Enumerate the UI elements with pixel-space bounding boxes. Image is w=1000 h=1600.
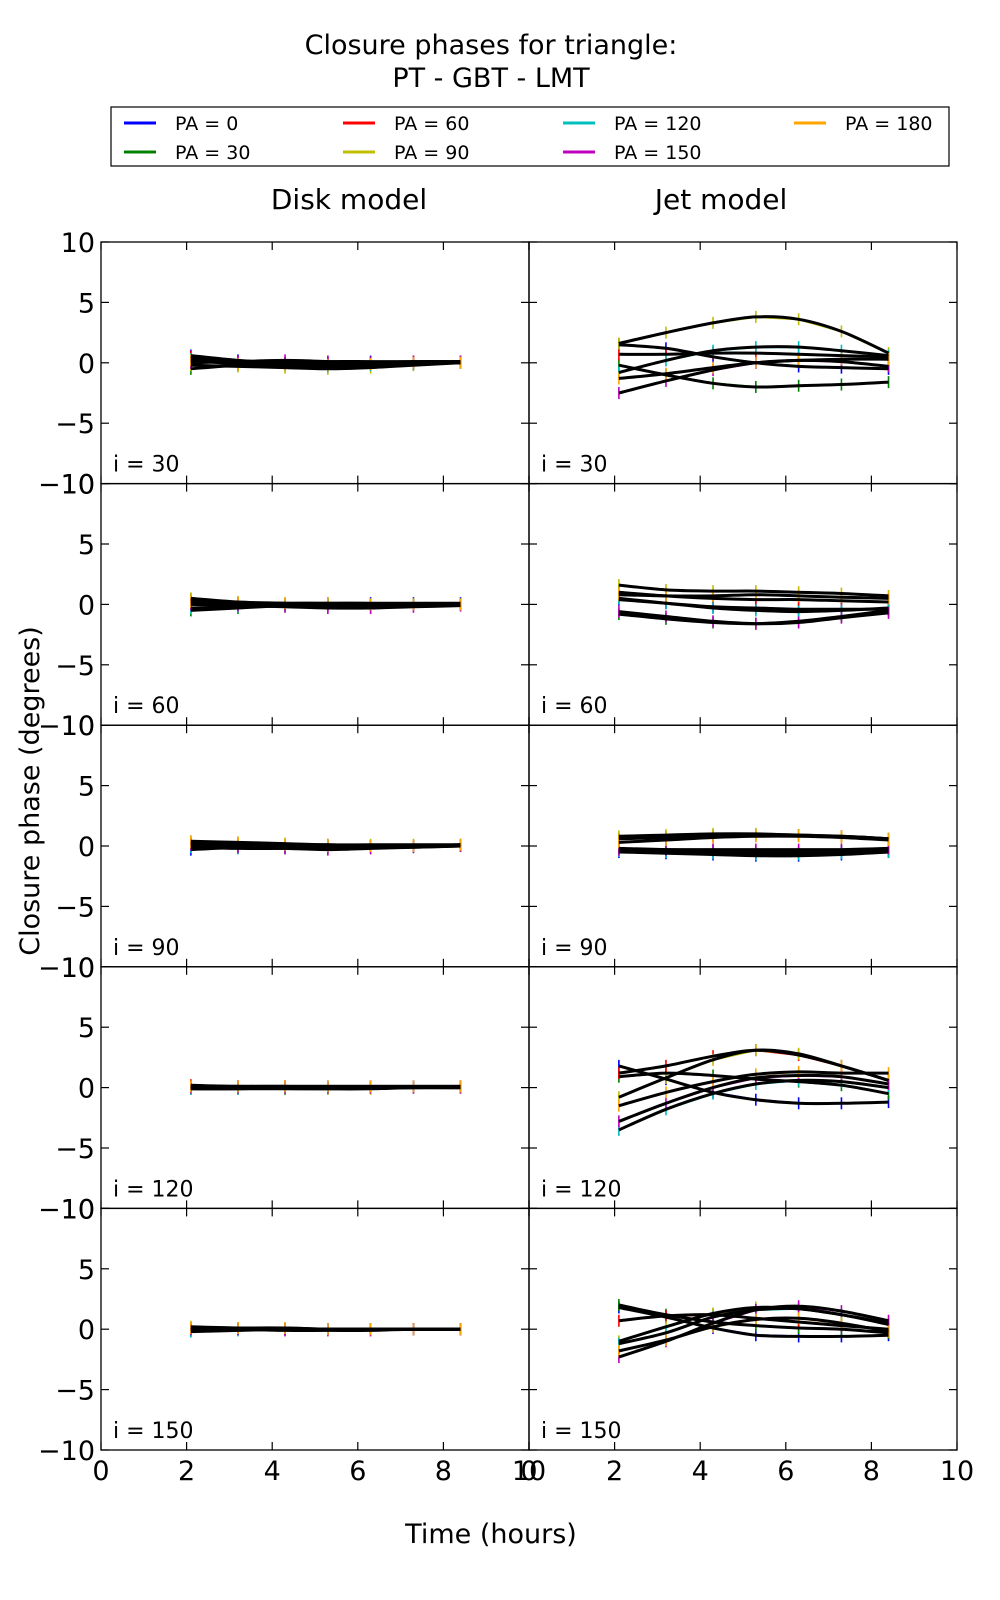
inclination-label: i = 150	[113, 1419, 194, 1444]
x-tick-label: 10	[940, 1456, 974, 1487]
x-tick-label: 8	[435, 1456, 452, 1487]
y-tick-label: −10	[38, 470, 95, 501]
inclination-label: i = 30	[113, 453, 180, 478]
legend-label: PA = 150	[614, 142, 702, 164]
legend-label: PA = 0	[175, 113, 238, 135]
panel-grid: 10 5 0 −5 −10 i = 30 i = 30 10 5 0 −5 −10 i = 60 i = …	[38, 228, 974, 1487]
y-tick-label: 10	[61, 1194, 95, 1225]
model-fit-curve	[618, 846, 889, 852]
y-tick-label: −5	[55, 892, 95, 923]
inclination-label: i = 30	[541, 453, 608, 478]
y-tick-label: 0	[78, 349, 95, 380]
y-tick-label: −10	[38, 711, 95, 742]
model-fit-curve	[190, 840, 461, 848]
legend-frame	[110, 106, 950, 167]
y-tick-label: 0	[78, 1315, 95, 1346]
model-fit-curve	[618, 849, 889, 857]
figure-title-line1: Closure phases for triangle:	[305, 30, 678, 61]
y-tick-label: −5	[55, 409, 95, 440]
inclination-label: i = 120	[113, 1177, 194, 1202]
y-tick-label: −10	[38, 1194, 95, 1225]
panel-jet-model-150: 0 2 4 6 8 10 i = 150	[520, 1207, 974, 1487]
y-tick-label: 10	[61, 953, 95, 984]
model-fit-curve	[190, 358, 461, 367]
column-title-disk: Disk model	[271, 183, 427, 216]
y-tick-label: 10	[61, 228, 95, 259]
model-fit-curve	[618, 1073, 889, 1123]
panel-frame	[528, 724, 958, 968]
panel-frame	[528, 482, 958, 726]
model-fit-curve	[618, 1070, 889, 1108]
model-fit-curve	[618, 596, 889, 614]
inclination-label: i = 90	[541, 936, 608, 961]
y-tick-label: 5	[78, 1255, 95, 1286]
panel-jet-model-90: i = 90	[528, 724, 958, 968]
y-tick-label: 5	[78, 1013, 95, 1044]
x-tick-label: 2	[606, 1456, 623, 1487]
model-fit-curve	[618, 345, 889, 374]
x-tick-label: 8	[863, 1456, 880, 1487]
legend-label: PA = 60	[394, 113, 469, 135]
x-tick-label: 4	[264, 1456, 281, 1487]
x-tick-label: 2	[178, 1456, 195, 1487]
model-fit-curve	[618, 593, 889, 600]
panel-jet-model-30: i = 30	[528, 241, 958, 485]
y-tick-label: −5	[55, 1134, 95, 1165]
model-fit-curve	[618, 357, 889, 380]
model-fit-curve	[618, 1316, 889, 1353]
y-tick-label: −5	[55, 651, 95, 682]
y-tick-label: −5	[55, 1376, 95, 1407]
x-tick-label: 0	[520, 1456, 537, 1487]
x-tick-label: 6	[777, 1456, 794, 1487]
panel-frame	[528, 1207, 958, 1451]
inclination-label: i = 120	[541, 1177, 622, 1202]
model-fit-curve	[618, 1048, 889, 1099]
x-tick-label: 6	[349, 1456, 366, 1487]
x-tick-label: 4	[692, 1456, 709, 1487]
legend: PA = 0 PA = 60 PA = 120 PA = 180 PA = 30 PA =…	[110, 106, 950, 167]
y-tick-label: 0	[78, 1074, 95, 1105]
inclination-label: i = 90	[113, 936, 180, 961]
model-fit-curve	[618, 610, 889, 626]
legend-label: PA = 90	[394, 142, 469, 164]
inclination-label: i = 60	[541, 694, 608, 719]
model-fit-curve	[618, 351, 889, 359]
model-fit-curve	[618, 583, 889, 598]
legend-label: PA = 120	[614, 113, 702, 135]
y-tick-label: 5	[78, 288, 95, 319]
panel-disk-model-30: 10 5 0 −5 −10 i = 30	[38, 228, 530, 501]
panel-disk-model-60: 10 5 0 −5 −10 i = 60	[38, 470, 530, 742]
x-tick-label: 0	[92, 1456, 109, 1487]
x-tick-label: 10	[512, 1456, 546, 1487]
y-tick-label: 0	[78, 832, 95, 863]
panel-jet-model-60: i = 60	[528, 482, 958, 726]
y-tick-label: −10	[38, 953, 95, 984]
inclination-label: i = 60	[113, 694, 180, 719]
model-fit-curve	[190, 1326, 461, 1331]
y-tick-label: 10	[61, 470, 95, 501]
model-fit-curve	[190, 600, 461, 606]
model-fit-curve	[618, 315, 890, 355]
y-axis-label: Closure phase (degrees)	[15, 626, 46, 956]
model-fit-curve	[618, 834, 889, 844]
inclination-label: i = 150	[541, 1419, 622, 1444]
legend-label: PA = 180	[845, 113, 933, 135]
y-tick-label: −10	[38, 1436, 95, 1467]
y-tick-label: 0	[78, 590, 95, 621]
model-fit-curve	[190, 602, 461, 610]
panel-disk-model-120: 10 5 0 −5 −10 i = 120	[38, 953, 530, 1225]
y-tick-label: 10	[61, 711, 95, 742]
x-axis-label: Time (hours)	[404, 1519, 577, 1550]
figure-title-line2: PT - GBT - LMT	[392, 63, 590, 94]
model-fit-curve	[618, 1078, 889, 1132]
legend-label: PA = 30	[175, 142, 250, 164]
panel-disk-model-90: 10 5 0 −5 −10 i = 90	[38, 711, 530, 984]
y-tick-label: 5	[78, 772, 95, 803]
y-tick-label: 5	[78, 530, 95, 561]
panel-jet-model-120: i = 120	[528, 966, 958, 1210]
column-title-jet: Jet model	[653, 183, 788, 216]
